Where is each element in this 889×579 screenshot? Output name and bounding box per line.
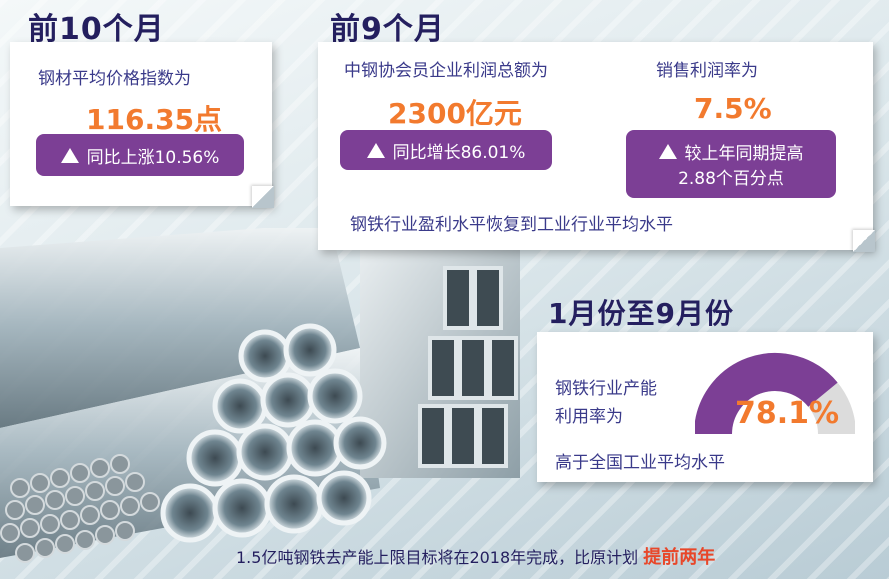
footer-main: 1.5亿吨钢铁去产能上限目标将在2018年完成，比原计划 <box>236 548 639 567</box>
section2-heading: 前9个月 <box>330 12 445 47</box>
footer-highlight: 提前两年 <box>643 547 716 568</box>
section3-heading: 1月份至9月份 <box>548 297 734 330</box>
up-triangle-icon <box>60 147 79 163</box>
price-index-label: 钢材平均价格指数为 <box>38 69 191 89</box>
capacity-label-line1: 钢铁行业产能 <box>555 379 657 399</box>
capacity-label-line2: 利用率为 <box>555 407 623 427</box>
profit-label: 中钢协会员企业利润总额为 <box>344 61 548 81</box>
price-index-badge-text: 同比上涨10.56% <box>86 147 220 168</box>
profit-badge: 同比增长86.01% <box>340 130 552 170</box>
price-index-badge: 同比上涨10.56% <box>36 134 244 176</box>
margin-value: 7.5% <box>694 92 772 125</box>
up-triangle-icon <box>658 144 677 159</box>
margin-badge: 较上年同期提高 2.88个百分点 <box>626 130 836 198</box>
profit-note: 钢铁行业盈利水平恢复到工业行业平均水平 <box>350 215 673 235</box>
pipe-ends <box>160 323 387 543</box>
margin-label: 销售利润率为 <box>656 61 758 81</box>
page-curl <box>252 186 274 208</box>
section1-heading: 前10个月 <box>28 12 165 47</box>
price-index-card: 钢材平均价格指数为 116.35点 同比上涨10.56% <box>10 42 274 208</box>
price-index-value: 116.35点 <box>86 103 223 136</box>
footer-text: 1.5亿吨钢铁去产能上限目标将在2018年完成，比原计划 提前两年 <box>236 543 715 569</box>
gauge-fill-arc <box>695 353 838 435</box>
capacity-value: 78.1% <box>735 396 840 431</box>
steel-pipes-illustration <box>0 228 520 563</box>
up-triangle-icon <box>366 142 385 158</box>
capacity-gauge <box>695 353 855 435</box>
page-curl <box>853 230 875 252</box>
profit-card: 中钢协会员企业利润总额为 2300亿元 同比增长86.01% 销售利润率为 7.… <box>318 42 875 252</box>
profit-badge-text: 同比增长86.01% <box>392 142 526 163</box>
rebar-bundle <box>0 454 160 563</box>
margin-badge-line1: 较上年同期提高 <box>684 144 804 164</box>
capacity-note: 高于全国工业平均水平 <box>555 453 725 473</box>
square-tubes <box>360 248 520 478</box>
capacity-card: 钢铁行业产能 利用率为 78.1% 高于全国工业平均水平 <box>537 332 873 482</box>
margin-badge-line2: 2.88个百分点 <box>678 169 784 189</box>
profit-value: 2300亿元 <box>388 97 522 130</box>
